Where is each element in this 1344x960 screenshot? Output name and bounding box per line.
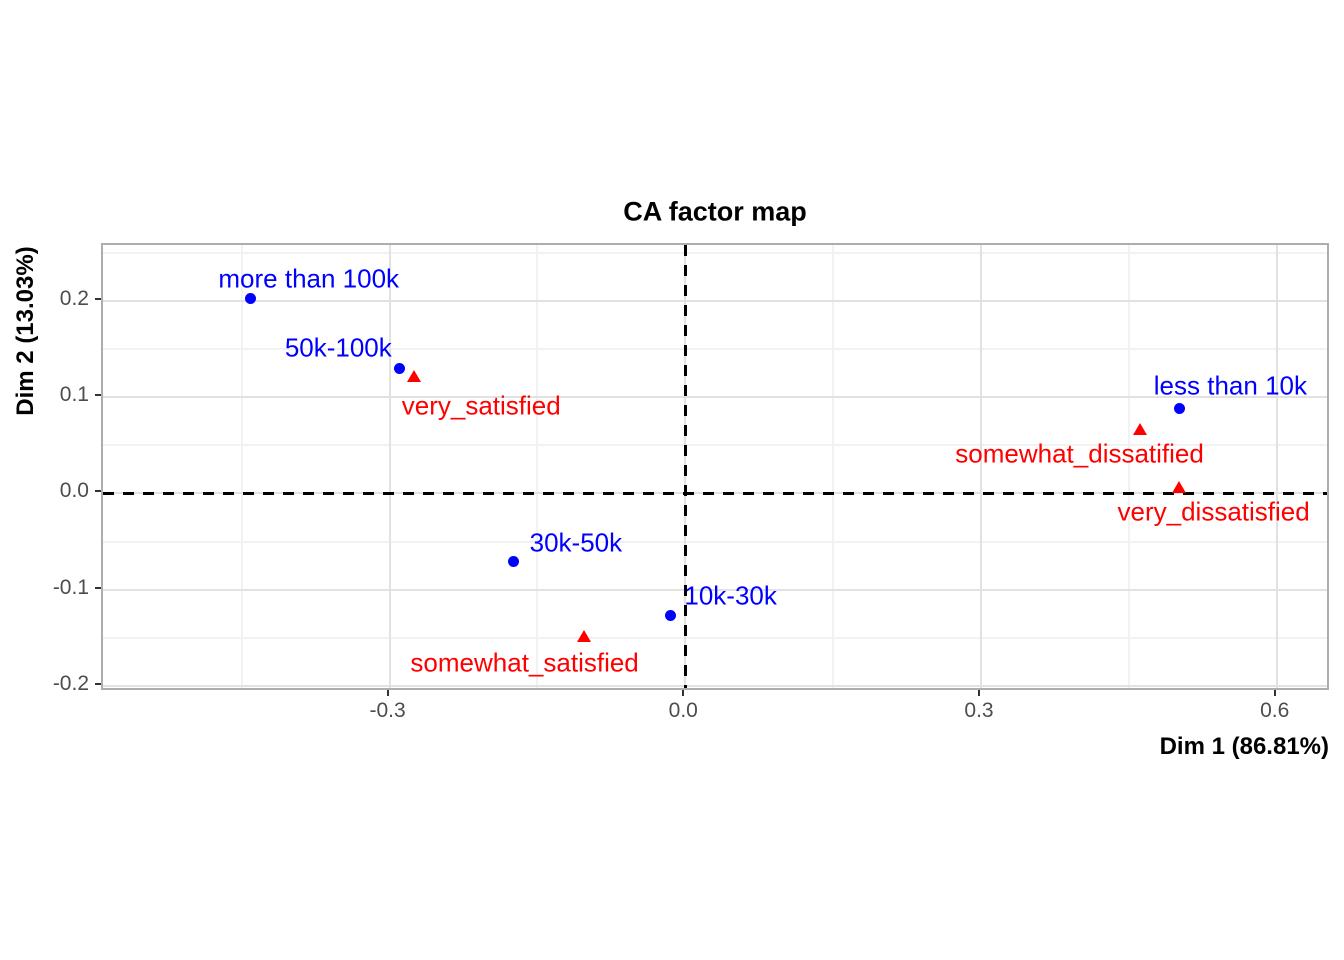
data-point-circle [508, 556, 520, 568]
data-point-circle [664, 610, 676, 622]
gridline-x-minor [1127, 245, 1130, 688]
gridline-y-minor [103, 251, 1327, 254]
x-axis-tick [682, 690, 685, 696]
data-point-circle [1173, 403, 1185, 415]
gridline-x-major [980, 245, 982, 688]
zero-reference-line-horizontal [103, 491, 1327, 495]
data-point-triangle [407, 369, 422, 382]
gridline-x-major [388, 245, 391, 688]
y-axis-tick [95, 586, 101, 589]
gridline-y-major [103, 588, 1327, 591]
y-axis-tick-label: -0.1 [52, 575, 89, 599]
data-point-label: very_satisfied [401, 390, 561, 421]
y-axis-tick-label: 0.0 [59, 479, 89, 503]
gridline-x-minor [240, 245, 243, 688]
gridline-y-major [103, 396, 1327, 399]
data-point-triangle [1132, 422, 1147, 435]
data-point-label: 10k-30k [684, 580, 777, 611]
x-axis-tick-label: -0.3 [369, 699, 406, 722]
x-axis-tick-label: 0.3 [964, 699, 994, 722]
data-point-label: less than 10k [1153, 370, 1307, 401]
gridline-y-minor [103, 540, 1327, 543]
plot-panel: more than 100k 50k-100k 30k-50k 10k-30k less… [101, 243, 1329, 690]
y-axis-tick-label: 0.2 [59, 286, 89, 310]
gridline-y-minor [103, 444, 1327, 447]
data-point-label: very_dissatisfied [1117, 496, 1310, 527]
gridline-x-major [1275, 245, 1278, 688]
data-point-triangle [1172, 480, 1187, 493]
gridline-x-minor [832, 245, 835, 688]
gridline-y-minor [103, 636, 1327, 639]
y-axis-tick [95, 394, 101, 397]
x-axis-tick [1273, 690, 1276, 696]
gridline-y-major [103, 299, 1327, 302]
x-axis-title: Dim 1 (86.81%) [1159, 733, 1329, 760]
data-point-label: more than 100k [218, 263, 400, 294]
data-point-label: somewhat_satisfied [410, 647, 639, 678]
x-axis-tick-label: 0.6 [1260, 699, 1290, 722]
gridline-y-major [103, 684, 1327, 687]
data-point-triangle [576, 629, 591, 642]
x-axis-tick [978, 690, 980, 696]
x-axis-tick-label: 0.0 [668, 699, 698, 722]
y-axis-tick-label: 0.1 [59, 383, 89, 407]
gridline-x-minor [536, 245, 539, 688]
data-point-label: somewhat_dissatified [955, 438, 1204, 469]
data-point-circle [245, 293, 257, 305]
y-axis-tick [95, 297, 101, 300]
y-axis-tick-label: -0.2 [52, 671, 89, 695]
data-point-label: 50k-100k [284, 332, 392, 363]
gridline-y-minor [103, 347, 1327, 350]
y-axis-tick [95, 682, 101, 685]
y-axis-tick [95, 490, 101, 493]
data-point-label: 30k-50k [529, 527, 623, 558]
chart-title: CA factor map [623, 196, 807, 227]
zero-reference-line-vertical [683, 245, 687, 688]
data-point-circle [393, 362, 405, 374]
x-axis-tick [386, 690, 389, 696]
